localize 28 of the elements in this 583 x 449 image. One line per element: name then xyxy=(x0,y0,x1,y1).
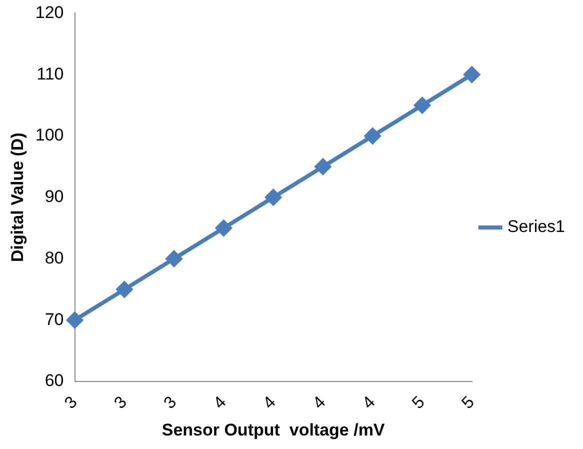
point xyxy=(414,97,430,114)
y-tick-label: 80 xyxy=(44,248,64,268)
point xyxy=(216,220,232,236)
x-tick-label: 5 xyxy=(458,392,478,413)
y-tick-label: 110 xyxy=(36,64,64,84)
x-tick-label: 3 xyxy=(60,392,81,413)
y-tick-label: 60 xyxy=(44,371,64,390)
x-tick-label: 4 xyxy=(308,392,330,413)
point xyxy=(166,250,182,267)
y-tick-label: 120 xyxy=(35,2,64,22)
x-tick-label: 3 xyxy=(160,392,180,413)
point xyxy=(116,281,132,298)
x-tick-label: 4 xyxy=(259,392,280,413)
x-tick-label: 5 xyxy=(408,392,428,413)
point xyxy=(364,128,381,144)
point xyxy=(464,66,480,83)
point xyxy=(265,189,282,206)
y-tick-label: 70 xyxy=(44,310,64,329)
y-tick-label: 100 xyxy=(35,126,64,145)
point xyxy=(314,158,331,175)
x-axis-title: Sensor Output voltage /mV xyxy=(162,420,386,440)
y-axis-title: Digital Value (D) xyxy=(8,132,27,262)
x-tick-label: 4 xyxy=(358,392,379,413)
y-tick-label: 90 xyxy=(44,187,64,206)
legend-label: Series1 xyxy=(507,217,565,236)
x-tick-label: 4 xyxy=(210,392,230,413)
point xyxy=(66,312,83,328)
x-tick-label: 3 xyxy=(110,392,131,413)
